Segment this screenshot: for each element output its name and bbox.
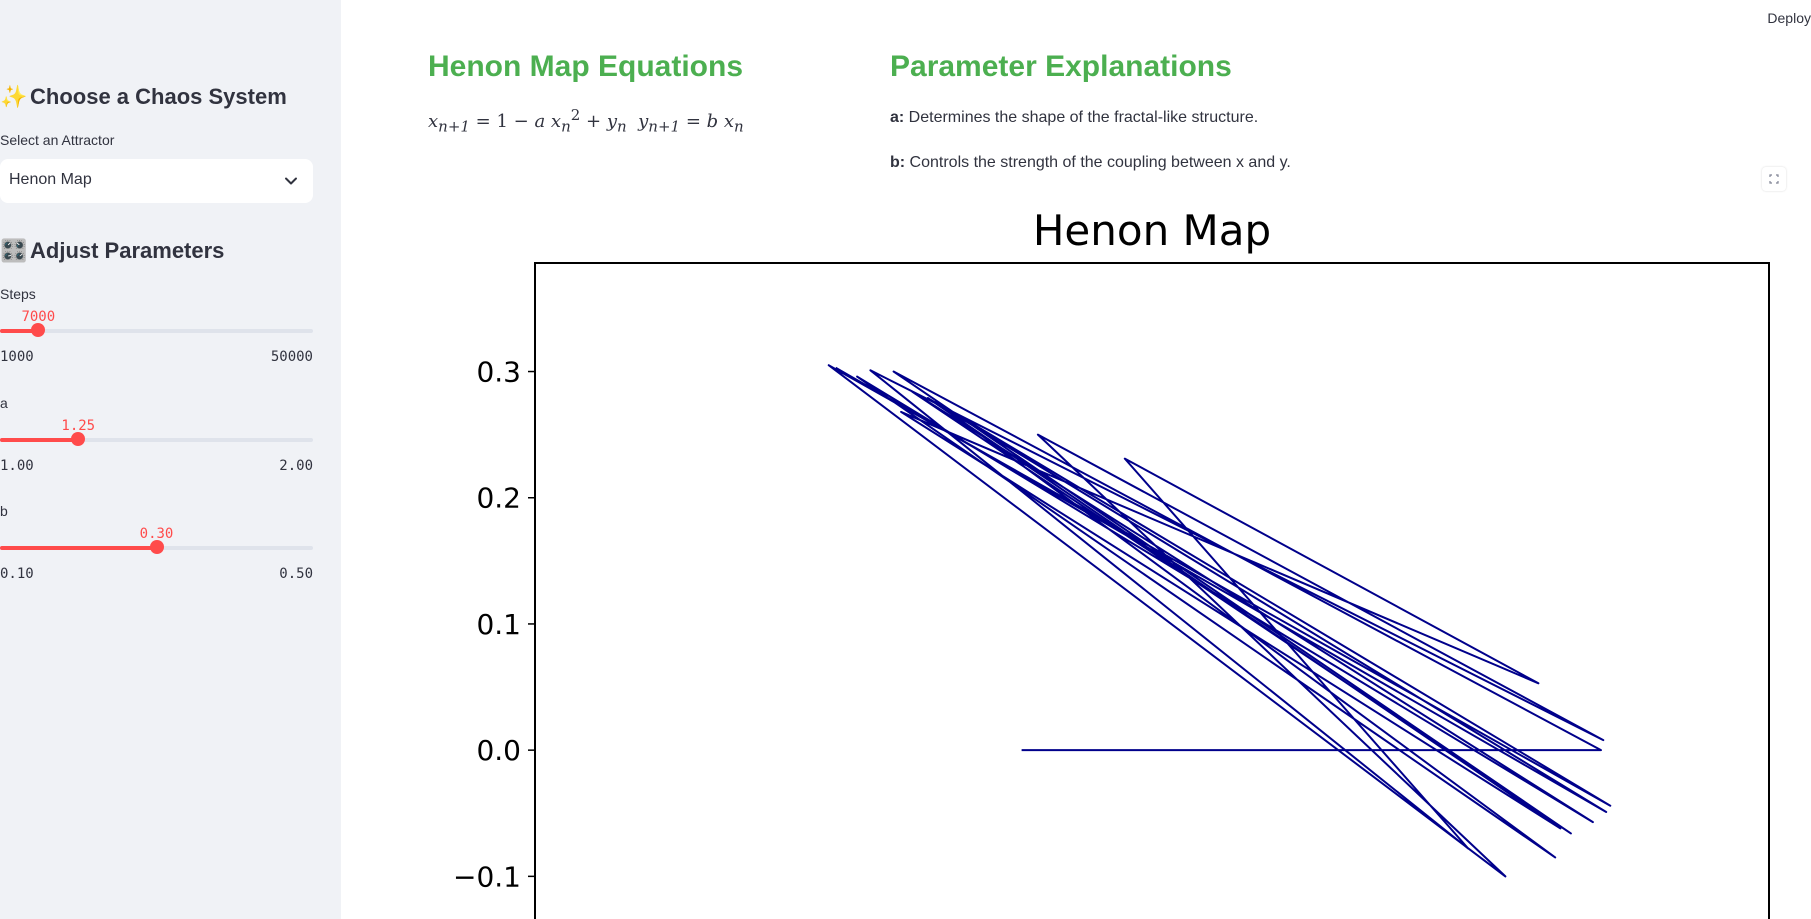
henon-series-line bbox=[827, 364, 1612, 878]
a-slider[interactable]: 1.25 1.00 2.00 bbox=[0, 418, 313, 488]
plot-frame bbox=[534, 262, 1770, 919]
deploy-button[interactable]: Deploy bbox=[1767, 10, 1811, 26]
param-b-name: b: bbox=[890, 154, 906, 171]
attractor-select[interactable]: Henon Map bbox=[0, 159, 313, 203]
plot-area bbox=[827, 364, 1612, 878]
a-slider-value: 1.25 bbox=[61, 418, 96, 434]
parameter-explanations-heading: Parameter Explanations bbox=[890, 50, 1232, 83]
chevron-down-icon bbox=[285, 177, 297, 185]
y-tick-label: −0.1 bbox=[453, 860, 521, 893]
steps-slider-fill bbox=[0, 329, 39, 333]
y-tick-label: 0.2 bbox=[476, 482, 521, 515]
b-slider-thumb[interactable] bbox=[149, 540, 164, 554]
y-axis-ticks: 0.3 0.2 0.1 0.0 −0.1 bbox=[453, 356, 535, 893]
chaos-system-heading-text: Choose a Chaos System bbox=[30, 84, 287, 109]
steps-slider-label: Steps bbox=[0, 286, 36, 302]
param-b-explanation: b: Controls the strength of the coupling… bbox=[890, 154, 1291, 172]
a-slider-track[interactable] bbox=[0, 438, 313, 442]
steps-slider-track[interactable] bbox=[0, 329, 313, 333]
b-slider-min: 0.10 bbox=[0, 566, 34, 582]
equations-heading: Henon Map Equations bbox=[428, 50, 743, 83]
y-tick-label: 0.0 bbox=[476, 734, 521, 767]
steps-slider-max: 50000 bbox=[270, 349, 313, 365]
param-a-text: Determines the shape of the fractal-like… bbox=[904, 109, 1259, 126]
sparkles-icon: ✨ bbox=[0, 84, 28, 109]
b-slider-label: b bbox=[0, 503, 8, 519]
fullscreen-button[interactable] bbox=[1762, 167, 1786, 191]
b-slider-max: 0.50 bbox=[279, 566, 313, 582]
b-slider-value: 0.30 bbox=[139, 526, 174, 542]
steps-slider-thumb[interactable] bbox=[31, 323, 46, 337]
a-slider-fill bbox=[0, 438, 79, 442]
series-group bbox=[827, 364, 1612, 878]
y-tick-label: 0.3 bbox=[476, 356, 521, 389]
henon-equation: xn+1 = 1 − a xn2 + yn yn+1 = b xn bbox=[428, 106, 744, 136]
adjust-parameters-heading-text: Adjust Parameters bbox=[30, 238, 225, 263]
chart-title: Henon Map bbox=[1033, 206, 1271, 255]
b-slider-fill bbox=[0, 546, 157, 550]
expand-icon bbox=[1769, 174, 1779, 184]
param-b-text: Controls the strength of the coupling be… bbox=[905, 154, 1291, 171]
a-slider-thumb[interactable] bbox=[71, 432, 86, 446]
attractor-select-value: Henon Map bbox=[9, 171, 92, 188]
steps-slider-value: 7000 bbox=[21, 309, 56, 325]
sidebar: ✨ Choose a Chaos System Select an Attract… bbox=[0, 0, 341, 919]
steps-slider[interactable]: 7000 1000 50000 bbox=[0, 309, 313, 379]
b-slider[interactable]: 0.30 0.10 0.50 bbox=[0, 526, 313, 596]
control-knobs-icon: 🎛️ bbox=[0, 238, 28, 263]
steps-slider-min: 1000 bbox=[0, 349, 34, 365]
y-tick-label: 0.1 bbox=[476, 608, 521, 641]
adjust-parameters-heading: 🎛️ Adjust Parameters bbox=[0, 238, 224, 264]
a-slider-min: 1.00 bbox=[0, 458, 34, 474]
chaos-system-heading: ✨ Choose a Chaos System bbox=[0, 84, 287, 110]
param-a-explanation: a: Determines the shape of the fractal-l… bbox=[890, 109, 1258, 127]
a-slider-label: a bbox=[0, 395, 8, 411]
attractor-label: Select an Attractor bbox=[0, 132, 115, 148]
param-a-name: a: bbox=[890, 109, 905, 126]
a-slider-max: 2.00 bbox=[279, 458, 313, 474]
